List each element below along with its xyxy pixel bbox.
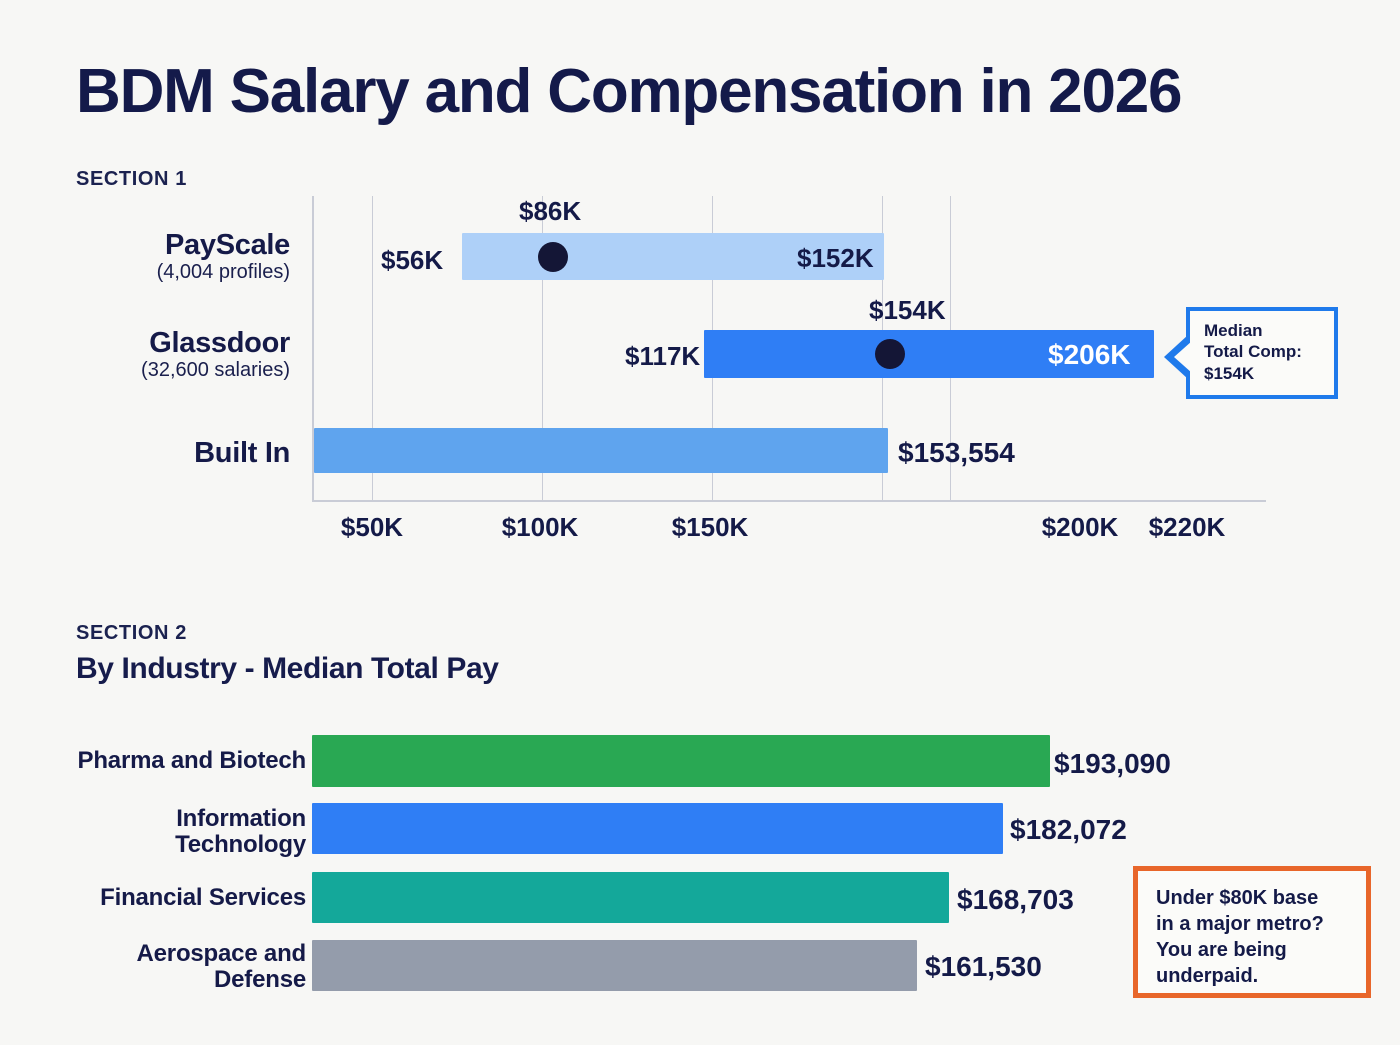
bar-financial-services: [312, 872, 949, 923]
chart-1-row-label-builtin: Built In: [30, 437, 290, 469]
warning-line-2: in a major metro?: [1156, 913, 1324, 935]
x-tick-50k: $50K: [340, 512, 404, 542]
industry-label-line-1: Pharma and Biotech: [77, 747, 307, 774]
callout-line-2: Total Comp:: [1204, 342, 1302, 362]
industry-label-it: Information Technology: [6, 805, 306, 859]
value-label-glassdoor-low: $117K: [625, 341, 701, 371]
median-dot-glassdoor: [875, 339, 905, 369]
range-bar-payscale: [462, 233, 884, 280]
industry-label-aerospace: Aerospace and Defense: [6, 940, 307, 994]
row-label-primary: Built In: [194, 437, 290, 469]
value-label-pharma: $193,090: [1054, 748, 1171, 779]
x-tick-150k: $150K: [671, 512, 749, 542]
callout-line-3: $154K: [1204, 363, 1255, 383]
section-1-eyebrow: SECTION 1: [76, 168, 187, 190]
industry-label-financial: Financial Services: [6, 884, 306, 911]
bar-information-technology: [312, 803, 1003, 854]
chart-1-row-label-payscale: PayScale (4,004 profiles): [30, 229, 291, 284]
bar-pharma: [312, 735, 1050, 787]
section-2-subtitle: By Industry - Median Total Pay: [76, 652, 499, 685]
value-label-glassdoor-high: $206K: [1048, 339, 1131, 370]
industry-label-pharma: Pharma and Biotech: [6, 747, 307, 774]
warning-line-4: underpaid.: [1156, 965, 1259, 987]
warning-line-3: You are being: [1156, 939, 1287, 961]
gridline-50k: [372, 196, 373, 500]
underpaid-warning-callout: Under $80K base in a major metro? You ar…: [1133, 866, 1371, 998]
callout-line-1: Median: [1204, 321, 1263, 340]
industry-label-line-1: Aerospace and: [136, 940, 307, 967]
industry-label-line-1: Financial Services: [100, 884, 306, 911]
value-label-payscale-median: $86K: [519, 196, 582, 226]
industry-label-line-1: Information: [176, 805, 306, 832]
gridline-100k: [542, 196, 543, 500]
x-tick-220k: $220K: [1148, 512, 1226, 542]
industry-label-line-2: Technology: [175, 831, 306, 859]
value-label-information-technology: $182,072: [1010, 814, 1127, 845]
median-dot-payscale: [538, 242, 568, 272]
value-label-glassdoor-median: $154K: [869, 295, 946, 325]
value-label-aerospace-defense: $161,530: [925, 951, 1042, 982]
row-label-secondary: (32,600 salaries): [141, 359, 290, 382]
row-label-primary: Glassdoor: [149, 327, 290, 359]
value-label-payscale-low: $56K: [381, 245, 444, 275]
page-title: BDM Salary and Compensation in 2026: [76, 57, 1183, 126]
median-total-comp-callout: Median Total Comp: $154K: [1164, 307, 1338, 399]
row-label-secondary: (4,004 profiles): [156, 261, 290, 284]
chart-1-row-label-glassdoor: Glassdoor (32,600 salaries): [30, 327, 290, 382]
range-bar-glassdoor: [704, 330, 1154, 378]
value-label-builtin: $153,554: [898, 437, 1015, 468]
row-label-primary: PayScale: [165, 229, 290, 261]
bar-builtin: [314, 428, 888, 473]
x-tick-100k: $100K: [501, 512, 579, 542]
section-2-eyebrow: SECTION 2: [76, 622, 187, 644]
bar-aerospace-defense: [312, 940, 917, 991]
section-1-chart: SECTION 1 PayScale (4,004 profiles) Glas…: [30, 168, 1338, 542]
industry-label-line-2: Defense: [214, 966, 306, 994]
x-tick-200k: $200K: [1041, 512, 1119, 542]
value-label-payscale-high: $152K: [797, 243, 874, 273]
value-label-financial-services: $168,703: [957, 884, 1074, 915]
warning-line-1: Under $80K base: [1156, 887, 1319, 909]
